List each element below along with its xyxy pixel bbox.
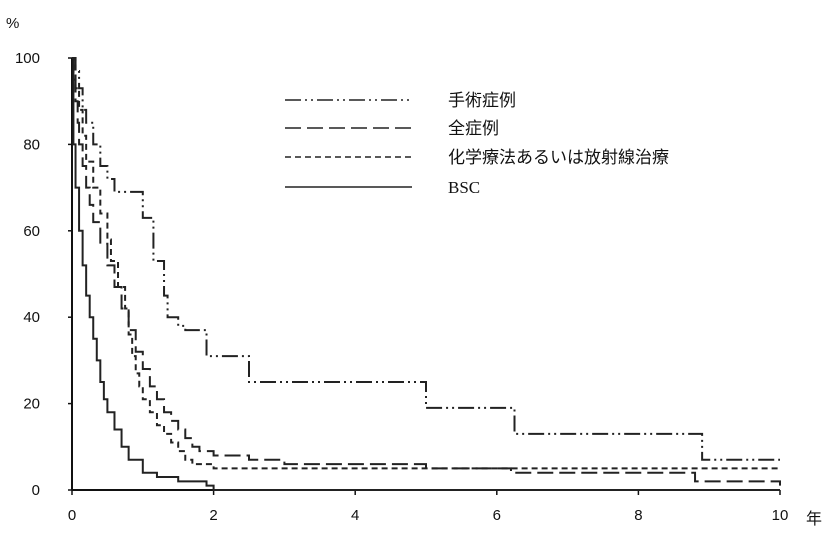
series-line-2 (72, 57, 781, 486)
series-line-1 (72, 57, 780, 461)
y-unit-label: % (6, 15, 19, 32)
series-layer (72, 57, 781, 491)
y-tick-label: 100 (15, 50, 40, 67)
y-tick-label: 0 (32, 482, 40, 499)
x-unit-label: 年 (806, 509, 822, 528)
y-tick-label: 40 (23, 309, 40, 326)
x-tick-label: 4 (351, 507, 359, 524)
x-tick-label: 8 (634, 507, 642, 524)
y-tick-label: 60 (23, 223, 40, 240)
x-tick-label: 6 (493, 507, 501, 524)
legend-label: BSC (448, 178, 480, 197)
legend-label: 化学療法あるいは放射線治療 (448, 148, 669, 168)
x-tick-label: 0 (68, 507, 76, 524)
legend-label: 手術症例 (448, 91, 516, 111)
series-line-4 (72, 57, 780, 491)
axes: 0 20 40 60 80 100 0 2 4 6 8 10 (15, 50, 788, 524)
x-tick-label: 2 (209, 507, 217, 524)
x-tick-label: 10 (772, 507, 789, 524)
y-tick-label: 80 (23, 136, 40, 153)
legend-label: 全症例 (448, 119, 499, 139)
y-tick-label: 20 (23, 396, 40, 413)
